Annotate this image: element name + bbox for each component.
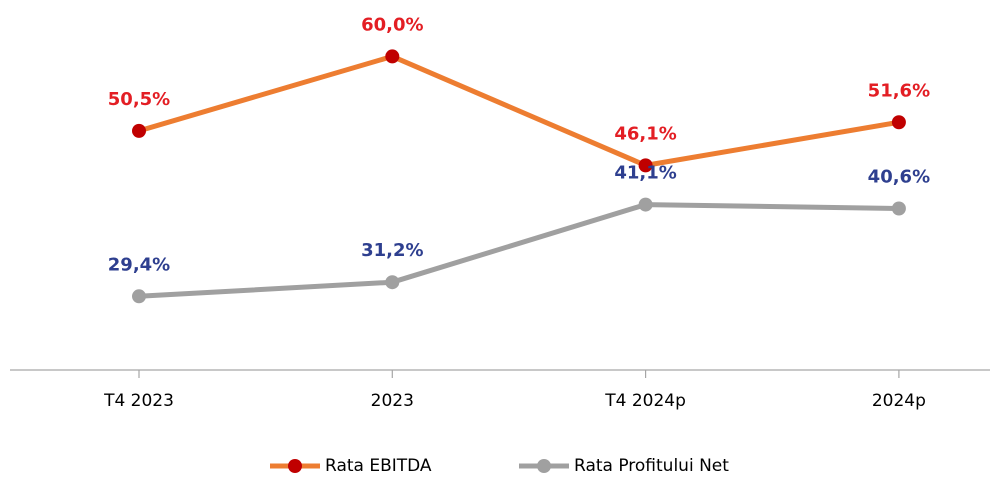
marker bbox=[638, 197, 653, 212]
marker bbox=[638, 158, 653, 173]
value-label: 51,6% bbox=[868, 80, 930, 101]
legend-label: Rata EBITDA bbox=[325, 456, 432, 476]
x-tick-label: 2024p bbox=[872, 391, 926, 411]
x-tick-label: 2023 bbox=[371, 391, 414, 411]
marker bbox=[385, 49, 400, 64]
marker bbox=[891, 115, 906, 130]
value-label: 50,5% bbox=[108, 89, 170, 110]
series-line bbox=[138, 53, 900, 168]
value-label: 41,1% bbox=[614, 163, 676, 184]
series-line bbox=[138, 202, 899, 299]
marker bbox=[132, 123, 146, 138]
value-label: 46,1% bbox=[614, 123, 676, 144]
value-label: 60,0% bbox=[361, 14, 423, 35]
legend-marker bbox=[537, 459, 551, 473]
legend-label: Rata Profitului Net bbox=[574, 456, 729, 476]
legend-marker bbox=[288, 459, 302, 473]
x-tick-label: T4 2023 bbox=[103, 391, 174, 411]
marker bbox=[385, 275, 400, 290]
marker bbox=[132, 289, 146, 304]
value-label: 40,6% bbox=[868, 166, 930, 187]
x-tick-label: T4 2024p bbox=[604, 391, 686, 411]
marker bbox=[891, 201, 906, 216]
value-label: 31,2% bbox=[361, 240, 423, 261]
value-label: 29,4% bbox=[108, 254, 170, 275]
